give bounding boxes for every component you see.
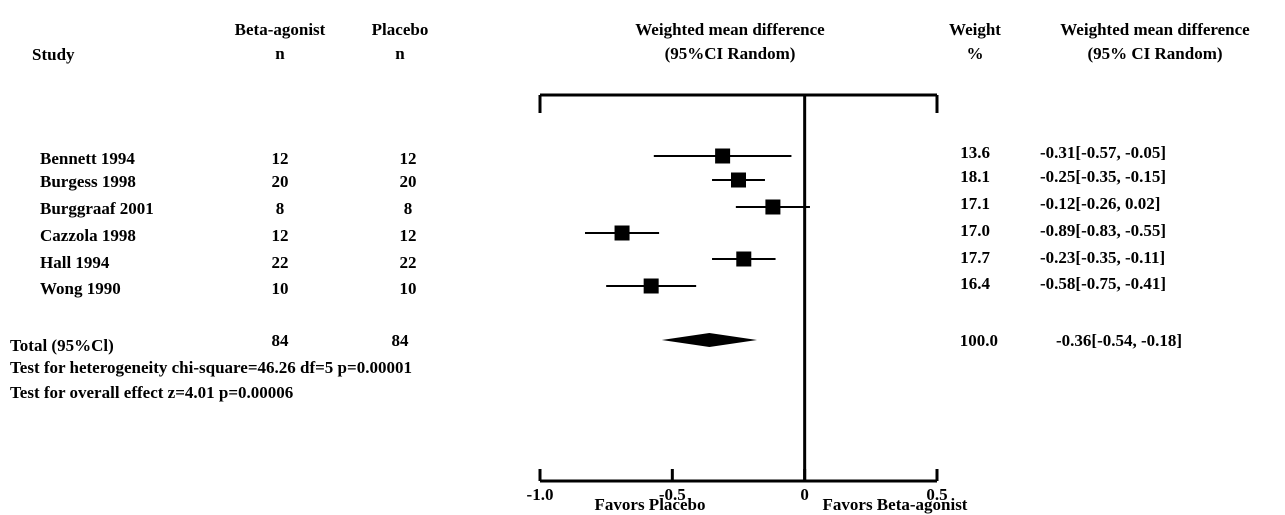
wmd-subheader: (95% CI Random) [1087,44,1223,63]
ci-value: -0.89[-0.83, -0.55] [1040,221,1167,240]
study-name: Wong 1990 [40,279,121,298]
wmd-header: Weighted mean difference [1060,20,1250,39]
ci-value: -0.58[-0.75, -0.41] [1040,274,1167,293]
placebo-n: 8 [403,199,413,218]
point-estimate-square [736,251,752,267]
weight-header: Weight [949,20,1001,39]
placebo-n: 22 [399,253,417,272]
total-placebo-n: 84 [391,331,409,350]
point-estimate-square [731,172,746,188]
x-tick-label: -0.5 [659,485,686,504]
beta-n: 12 [271,149,289,168]
beta-n: 22 [271,253,289,272]
study-header: Study [32,45,75,64]
point-estimate-square [715,148,731,164]
point-estimate-square [614,225,630,241]
beta-n: 12 [271,226,289,245]
placebo-n: 12 [399,149,417,168]
x-tick-label: 0.5 [926,485,947,504]
weight-value: 17.1 [960,194,990,213]
ci-value: -0.12[-0.26, 0.02] [1040,194,1161,213]
placebo-n-header: n [395,44,405,63]
total-beta-n: 84 [271,331,289,350]
weight-value: 17.0 [960,221,990,240]
study-name: Burgess 1998 [40,172,136,191]
point-estimate-square [765,199,781,215]
study-name: Bennett 1994 [40,149,135,168]
ci-value: -0.31[-0.57, -0.05] [1040,143,1167,162]
total-weight: 100.0 [959,331,998,350]
weight-value: 18.1 [960,167,990,186]
placebo-n: 20 [399,172,417,191]
favors-right-label: Favors Beta-agonist [823,495,968,514]
total-label: Total (95%Cl) [10,336,114,355]
study-name: Burggraaf 2001 [40,199,154,218]
beta-n: 8 [275,199,285,218]
beta-agonist-header: Beta-agonist [234,20,326,39]
plot-subheader: (95%CI Random) [664,44,796,63]
placebo-n: 10 [399,279,417,298]
overall-effect-test: Test for overall effect z=4.01 p=0.00006 [10,383,294,402]
ci-value: -0.23[-0.35, -0.11] [1040,248,1166,267]
beta-agonist-n-header: n [275,44,285,63]
favors-left-label: Favors Placebo [595,495,706,514]
weight-value: 16.4 [960,274,990,293]
weight-unit-header: % [966,44,984,63]
placebo-header: Placebo [371,20,429,39]
total-ci-value: -0.36[-0.54, -0.18] [1056,331,1183,350]
point-estimate-square [643,278,659,294]
study-name: Cazzola 1998 [40,226,136,245]
placebo-n: 12 [399,226,417,245]
plot-header: Weighted mean difference [635,20,825,39]
weight-value: 13.6 [960,143,990,162]
total-diamond [661,333,758,347]
x-tick-label: 0 [800,485,809,504]
heterogeneity-test: Test for heterogeneity chi-square=46.26 … [10,358,412,377]
weight-value: 17.7 [960,248,990,267]
study-name: Hall 1994 [40,253,110,272]
beta-n: 10 [271,279,289,298]
x-tick-label: -1.0 [527,485,554,504]
beta-n: 20 [271,172,289,191]
ci-value: -0.25[-0.35, -0.15] [1040,167,1167,186]
